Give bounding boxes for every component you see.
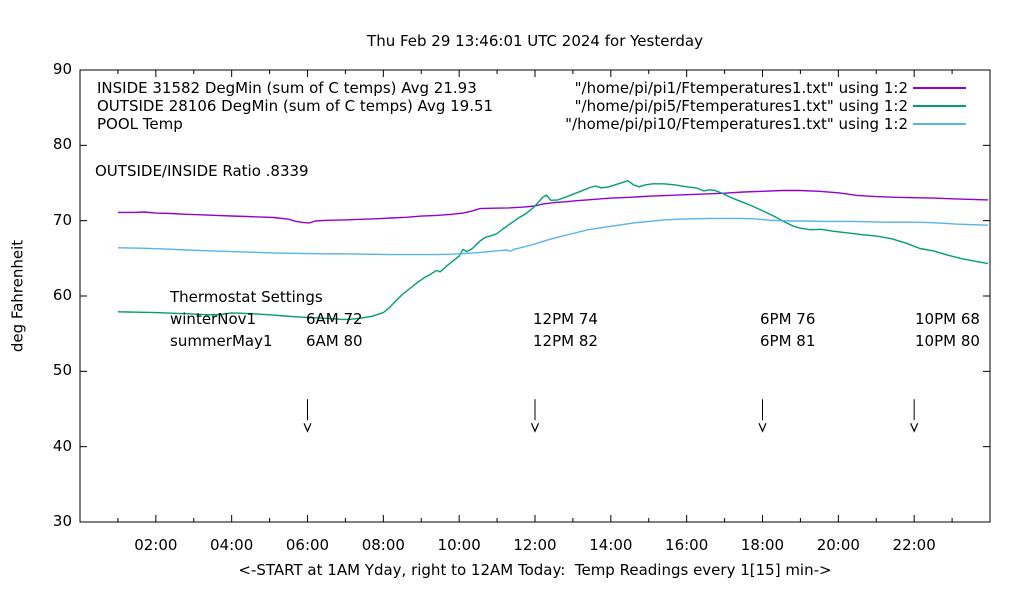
series-line-pool [117,217,989,256]
thermostat-summer-6pm: 6PM 81 [760,332,816,350]
x-tick-label: 12:00 [513,536,557,554]
thermostat-summer-6am: 6AM 80 [306,332,363,350]
legend-label-outside: OUTSIDE 28106 DegMin (sum of C temps) Av… [97,97,494,115]
thermostat-winter-6am: 6AM 72 [306,310,363,328]
y-tick-label: 30 [52,512,72,530]
legend-file-inside: "/home/pi/pi1/Ftemperatures1.txt" using … [574,79,908,97]
y-axis-label: deg Fahrenheit [8,239,27,353]
x-tick-label: 14:00 [589,536,633,554]
legend-label-pool: POOL Temp [97,115,183,133]
thermostat-winter-10pm: 10PM 68 [915,310,980,328]
x-axis-label: <-START at 1AM Yday, right to 12AM Today… [238,561,832,579]
thermostat-winter-12pm: 12PM 74 [533,310,598,328]
x-tick-label: 22:00 [892,536,936,554]
y-tick-label: 70 [52,210,72,229]
y-tick-label: 90 [52,60,72,78]
y-tick-label: 80 [52,135,72,154]
chart-title: Thu Feb 29 13:46:01 UTC 2024 for Yesterd… [367,32,703,50]
x-tick-label: 06:00 [285,536,330,554]
y-tick-label: 60 [52,286,72,304]
thermostat-arrow-head [910,422,919,433]
x-tick-label: 10:00 [437,536,481,554]
thermostat-summer-10pm: 10PM 80 [915,332,980,350]
legend-line-sample-outside [913,105,966,107]
thermostat-summer-12pm: 12PM 82 [533,332,598,350]
thermostat-winter-label: winterNov1 [170,310,257,328]
x-tick-label: 18:00 [740,536,785,554]
x-tick-label: 16:00 [665,536,709,554]
thermostat-settings-title: Thermostat Settings [170,288,323,306]
x-tick-label: 08:00 [361,536,405,554]
x-tick-label: 04:00 [210,536,254,554]
y-tick-label: 40 [52,436,72,455]
ratio-text: OUTSIDE/INSIDE Ratio .8339 [95,162,309,180]
legend-file-outside: "/home/pi/pi5/Ftemperatures1.txt" using … [574,97,908,115]
series-line-inside [117,189,989,224]
legend-label-inside: INSIDE 31582 DegMin (sum of C temps) Avg… [97,79,477,97]
legend-line-sample-inside [913,87,966,89]
legend-file-pool: "/home/pi/pi10/Ftemperatures1.txt" using… [565,115,908,133]
thermostat-winter-6pm: 6PM 76 [760,310,816,328]
x-tick-label: 20:00 [816,536,860,554]
thermostat-arrow-head [303,422,312,433]
y-tick-label: 50 [52,361,72,380]
thermostat-summer-label: summerMay1 [170,332,273,350]
thermostat-arrow-head [758,422,767,433]
thermostat-arrow-head [530,422,540,433]
x-tick-label: 02:00 [134,536,178,554]
legend-line-sample-pool [913,123,966,125]
